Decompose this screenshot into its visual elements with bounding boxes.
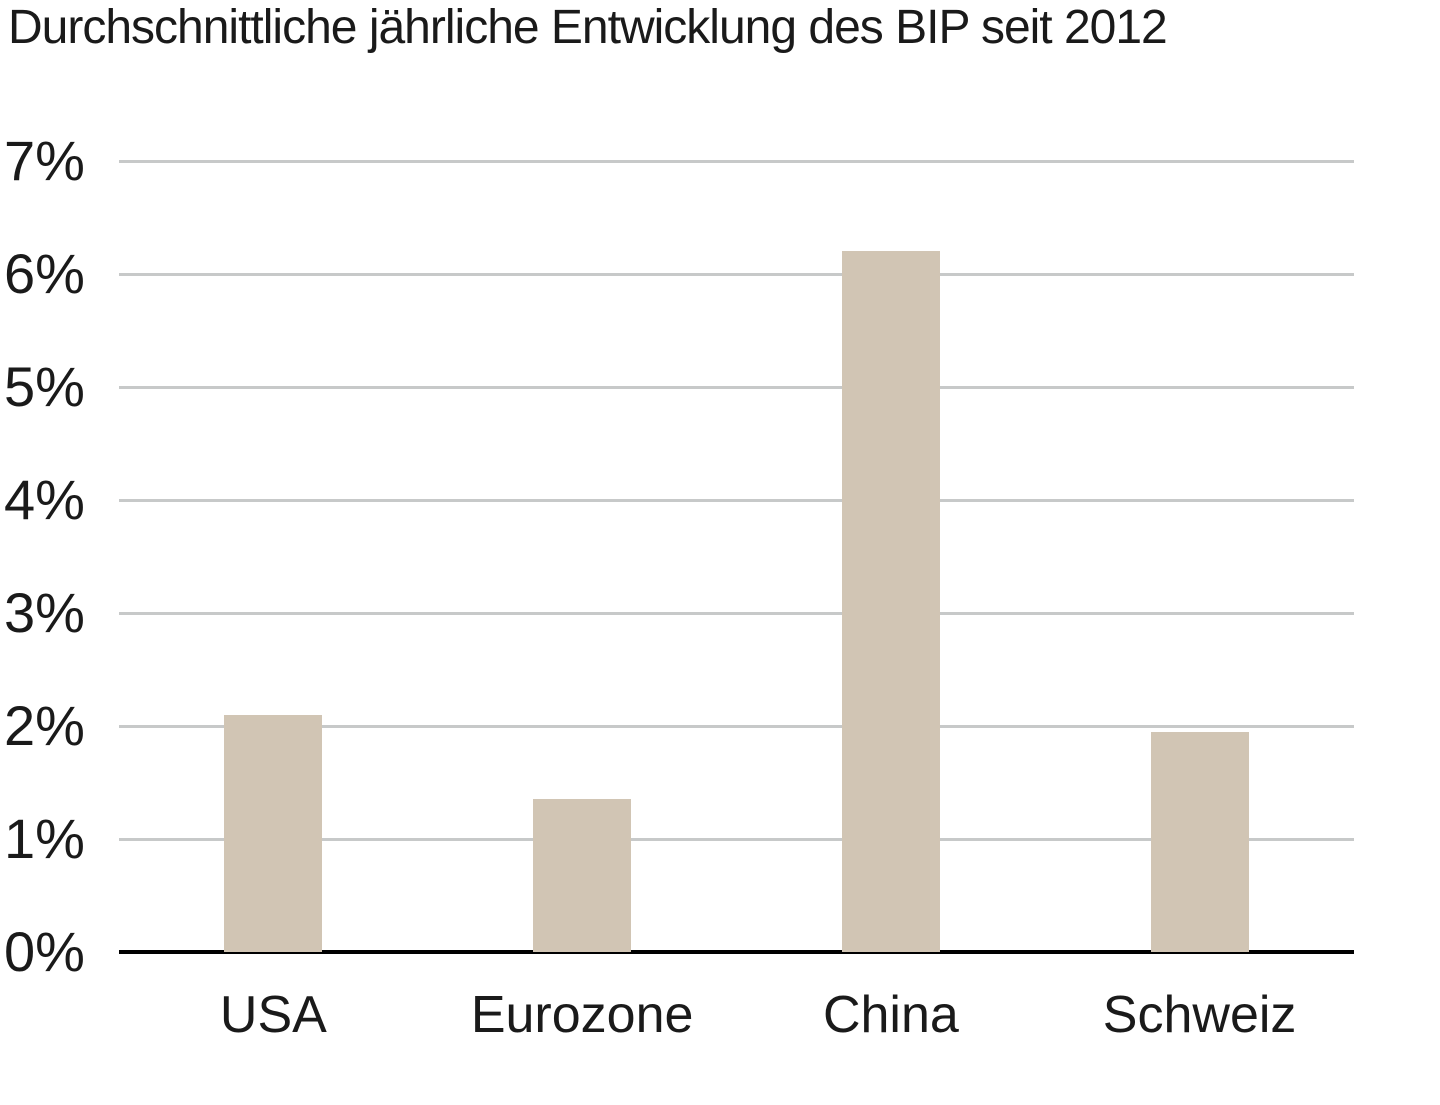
y-tick-label: 4% [4,468,85,531]
y-tick-label: 0% [4,920,85,983]
x-tick-label-china: China [822,986,959,1044]
gridline [119,612,1354,615]
x-tick-label-eurozone: Eurozone [470,986,694,1044]
chart-title: Durchschnittliche jährliche Entwicklung … [8,1,1168,54]
x-axis-line [119,950,1354,954]
gridline [119,838,1354,841]
bar-schweiz [1150,732,1249,952]
bar-china [841,251,940,952]
gridline [119,273,1354,276]
y-tick-label: 5% [4,355,85,418]
y-tick-label: 2% [4,694,85,757]
y-tick-label: 7% [4,129,85,192]
x-tick-label-schweiz: Schweiz [1102,986,1297,1044]
gridline [119,386,1354,389]
y-tick-label: 1% [4,807,85,870]
y-tick-label: 3% [4,581,85,644]
bar-eurozone [533,799,632,952]
gridline [119,499,1354,502]
gridline [119,160,1354,163]
gridline [119,725,1354,728]
x-tick-label-usa: USA [219,986,327,1044]
plot-area [119,160,1354,954]
y-tick-label: 6% [4,242,85,305]
bar-usa [224,715,323,952]
